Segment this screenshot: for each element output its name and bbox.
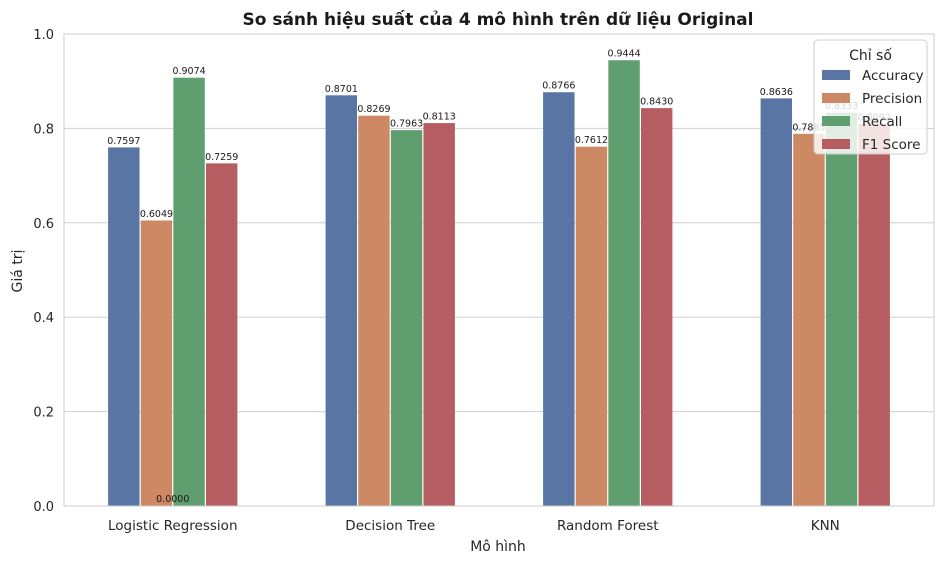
y-tick-label: 0.8 xyxy=(33,122,54,137)
bar xyxy=(608,60,640,507)
x-tick-label: KNN xyxy=(811,518,840,534)
legend-swatch xyxy=(822,70,850,80)
bar xyxy=(390,130,423,506)
bar xyxy=(325,95,358,506)
legend-label: F1 Score xyxy=(862,137,920,153)
data-label: 0.7885 xyxy=(792,122,825,133)
data-label: 0.8113 xyxy=(423,112,456,123)
data-label: 0.8701 xyxy=(325,84,358,95)
y-axis-label: Giá trị xyxy=(10,250,26,293)
y-tick-label: 0.6 xyxy=(33,217,54,232)
data-label: 0.9444 xyxy=(607,49,640,60)
data-label: 0.8766 xyxy=(542,81,575,92)
bar xyxy=(205,163,238,507)
data-label: 0.7612 xyxy=(575,135,608,146)
x-tick-label: Random Forest xyxy=(557,518,659,534)
legend: Chỉ số Accuracy Precision Recall F1 Score xyxy=(813,39,928,155)
data-label: 0.6049 xyxy=(140,209,173,220)
bar xyxy=(108,147,140,506)
y-tick-labels: 0.0 0.2 0.4 0.6 0.8 1.0 xyxy=(33,28,54,515)
data-label: 0.8636 xyxy=(760,87,793,98)
y-tick-label: 0.2 xyxy=(33,406,54,421)
bar xyxy=(543,92,575,506)
bar xyxy=(760,98,793,506)
x-tick-label: Decision Tree xyxy=(345,518,435,534)
bars xyxy=(108,60,890,507)
bar xyxy=(140,220,173,507)
plot-frame xyxy=(63,33,935,507)
legend-swatch xyxy=(822,139,850,149)
bar xyxy=(358,115,390,507)
legend-label: Accuracy xyxy=(862,68,924,84)
data-label: 0.8269 xyxy=(357,104,390,115)
x-axis-label: Mô hình xyxy=(470,539,526,555)
y-tick-label: 0.0 xyxy=(33,500,54,515)
legend-swatch xyxy=(822,116,850,126)
bar xyxy=(858,124,890,506)
bar xyxy=(640,108,673,506)
bar xyxy=(793,133,825,506)
bar xyxy=(825,112,858,506)
x-tick-label: Logistic Regression xyxy=(108,518,238,534)
legend-swatch xyxy=(822,93,850,103)
data-label: 0.7963 xyxy=(390,119,423,130)
data-label-stray: 0.0000 xyxy=(156,494,189,505)
data-label: 0.8430 xyxy=(640,97,673,108)
x-tick-labels: Logistic Regression Decision Tree Random F… xyxy=(108,518,840,534)
data-label: 0.7597 xyxy=(107,136,140,147)
legend-label: Precision xyxy=(862,91,922,107)
bar xyxy=(173,77,205,506)
chart-title: So sánh hiệu suất của 4 mô hình trên dữ … xyxy=(243,9,754,30)
y-tick-label: 0.4 xyxy=(33,311,54,326)
legend-label: Recall xyxy=(862,114,902,130)
legend-title: Chỉ số xyxy=(849,47,892,64)
data-label: 0.9074 xyxy=(172,66,205,77)
bar xyxy=(423,123,455,506)
data-label: 0.7259 xyxy=(205,152,238,163)
bar xyxy=(575,146,608,506)
y-tick-label: 1.0 xyxy=(33,28,54,43)
